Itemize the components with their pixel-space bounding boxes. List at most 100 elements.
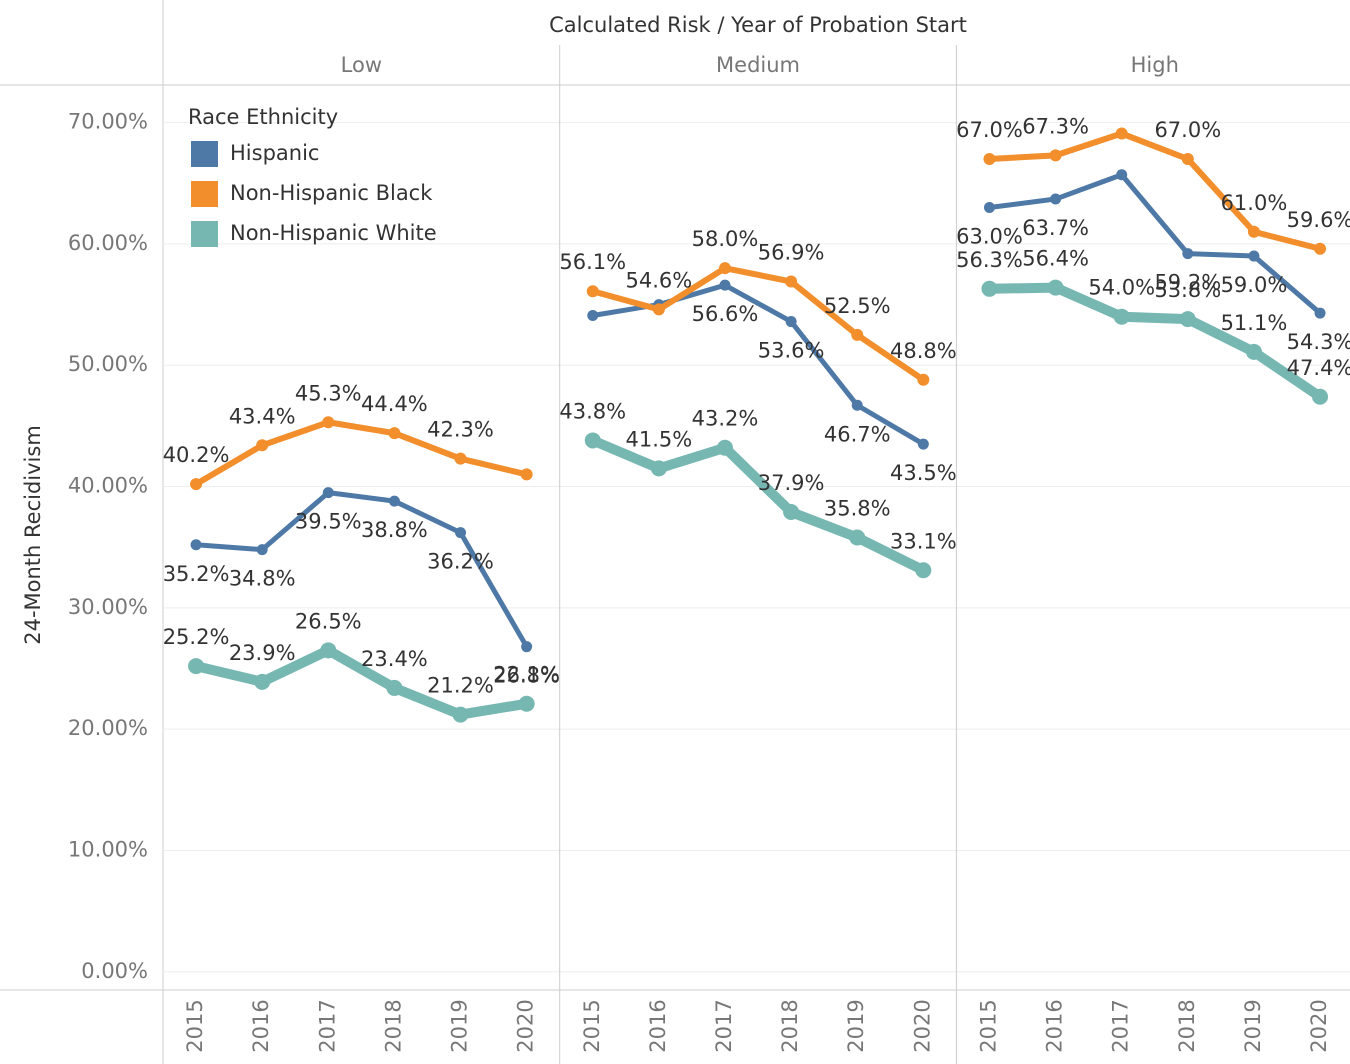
- data-point: [1181, 153, 1194, 166]
- data-label: 43.5%: [890, 461, 957, 485]
- data-label: 22.1%: [493, 663, 560, 687]
- data-point: [917, 373, 930, 386]
- series-line: [193, 419, 530, 488]
- x-tick-label: 2017: [315, 999, 339, 1052]
- data-label: 44.4%: [361, 392, 428, 416]
- data-point: [849, 529, 866, 546]
- data-label: 46.7%: [824, 422, 891, 446]
- legend-label: Non-Hispanic Black: [230, 181, 433, 205]
- data-point: [388, 427, 401, 440]
- data-point: [915, 562, 932, 579]
- data-label: 38.8%: [361, 518, 428, 542]
- y-tick-label: 10.00%: [68, 837, 148, 861]
- data-label: 54.3%: [1287, 330, 1350, 354]
- panel-label: High: [1131, 53, 1179, 77]
- data-point: [1179, 311, 1196, 328]
- x-tick-label: 2015: [183, 999, 207, 1052]
- data-label: 59.2%: [1154, 271, 1221, 295]
- data-point: [1116, 169, 1128, 181]
- data-point: [254, 673, 271, 690]
- data-point: [716, 439, 733, 456]
- data-label: 43.2%: [692, 407, 759, 431]
- x-tick-label: 2019: [448, 999, 472, 1052]
- data-label: 53.6%: [758, 339, 825, 363]
- panel-label: Low: [341, 53, 382, 77]
- data-label: 33.1%: [890, 529, 957, 553]
- data-point: [1049, 149, 1062, 162]
- data-point: [455, 527, 467, 539]
- series-line: [193, 490, 530, 650]
- data-point: [190, 539, 202, 551]
- data-point: [386, 679, 403, 696]
- series-line: [587, 435, 929, 576]
- y-tick-label: 20.00%: [68, 716, 148, 740]
- x-tick-label: 2017: [712, 999, 736, 1052]
- data-label: 21.2%: [427, 674, 494, 698]
- y-tick-label: 60.00%: [68, 231, 148, 255]
- chart-title: Calculated Risk / Year of Probation Star…: [549, 13, 967, 37]
- data-label: 61.0%: [1221, 191, 1288, 215]
- data-label: 43.8%: [559, 399, 626, 423]
- panel-label: Medium: [716, 53, 800, 77]
- data-point: [586, 285, 599, 298]
- data-point: [917, 438, 929, 450]
- x-tick-label: 2018: [778, 999, 802, 1052]
- y-tick-label: 70.00%: [68, 110, 148, 134]
- data-point: [188, 658, 205, 675]
- data-point: [520, 468, 533, 481]
- legend-swatch: [191, 141, 218, 167]
- data-label: 48.8%: [890, 339, 957, 363]
- data-point: [518, 695, 535, 712]
- data-label: 26.5%: [295, 609, 362, 633]
- data-label: 37.9%: [758, 471, 825, 495]
- data-label: 39.5%: [295, 510, 362, 534]
- data-label: 54.0%: [1088, 276, 1155, 300]
- data-point: [981, 280, 998, 297]
- data-point: [1245, 343, 1262, 360]
- x-tick-label: 2020: [1307, 999, 1331, 1052]
- data-point: [320, 642, 337, 659]
- x-tick-label: 2016: [249, 999, 273, 1052]
- data-point: [1312, 388, 1329, 405]
- data-label: 23.4%: [361, 647, 428, 671]
- y-axis-label: 24-Month Recidivism: [21, 425, 45, 645]
- data-label: 42.3%: [427, 418, 494, 442]
- x-tick-label: 2018: [381, 999, 405, 1052]
- data-point: [454, 452, 467, 465]
- data-label: 63.0%: [956, 225, 1023, 249]
- data-label: 56.9%: [758, 241, 825, 265]
- y-tick-label: 50.00%: [68, 352, 148, 376]
- legend-label: Hispanic: [230, 141, 319, 165]
- series-line: [986, 172, 1323, 316]
- data-label: 35.2%: [163, 562, 230, 586]
- data-label: 56.3%: [956, 248, 1023, 272]
- series-line: [589, 265, 927, 383]
- data-point: [322, 487, 334, 499]
- data-point: [851, 399, 863, 411]
- data-label: 36.2%: [427, 550, 494, 574]
- data-point: [1314, 242, 1327, 255]
- x-tick-label: 2015: [976, 999, 1000, 1052]
- data-label: 56.1%: [559, 250, 626, 274]
- data-label: 41.5%: [626, 427, 693, 451]
- data-label: 67.3%: [1022, 114, 1089, 138]
- data-point: [1248, 250, 1260, 262]
- data-label: 54.6%: [626, 268, 693, 292]
- data-point: [584, 432, 601, 449]
- x-tick-label: 2020: [514, 999, 538, 1052]
- data-label: 56.4%: [1022, 247, 1089, 271]
- data-point: [256, 544, 268, 556]
- data-point: [190, 478, 203, 491]
- data-point: [452, 706, 469, 723]
- data-label: 59.0%: [1221, 273, 1288, 297]
- data-point: [1247, 225, 1260, 238]
- data-label: 67.0%: [1154, 118, 1221, 142]
- data-label: 67.0%: [956, 118, 1023, 142]
- data-point: [785, 275, 798, 288]
- x-tick-label: 2018: [1175, 999, 1199, 1052]
- data-point: [718, 262, 731, 275]
- y-tick-label: 0.00%: [81, 959, 148, 983]
- data-point: [256, 439, 269, 452]
- data-point: [388, 495, 400, 507]
- y-tick-label: 30.00%: [68, 595, 148, 619]
